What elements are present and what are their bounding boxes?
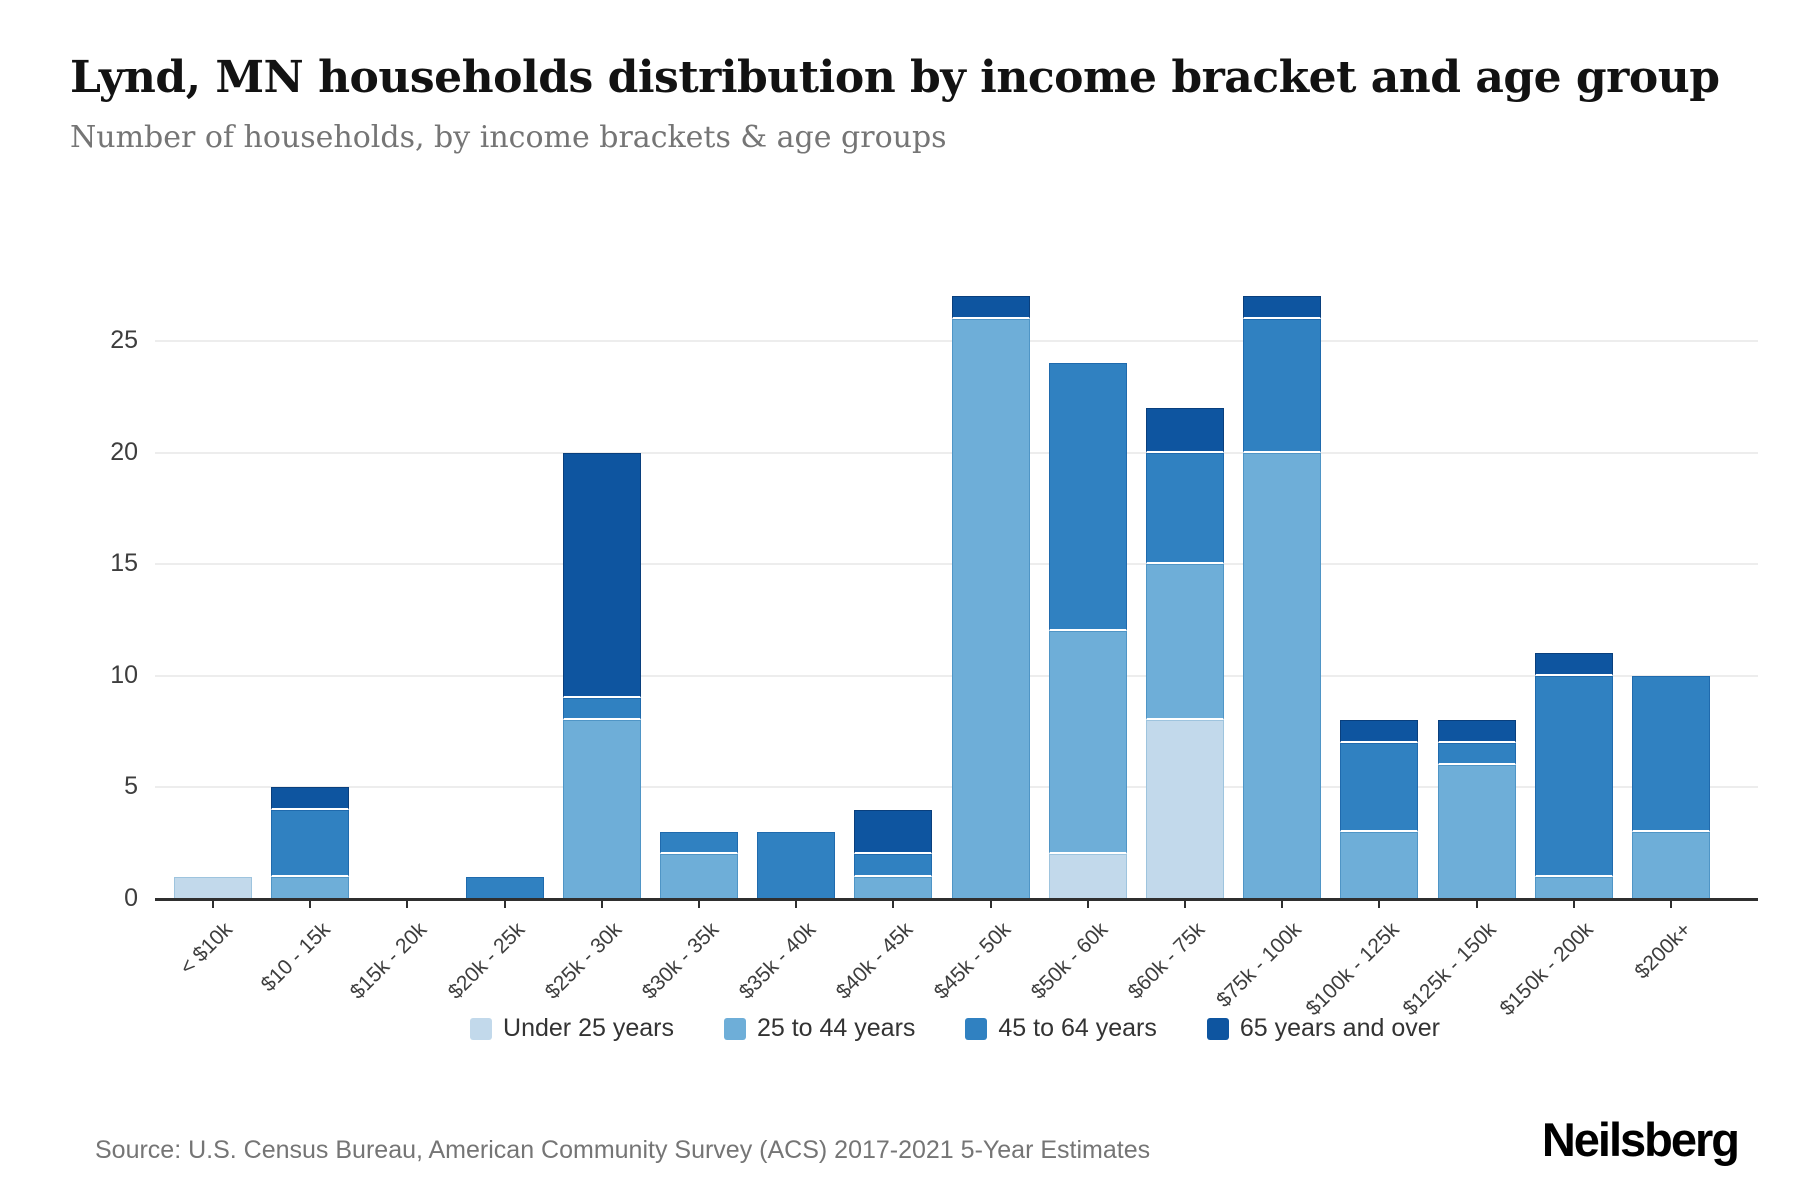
legend-item[interactable]: 65 years and over — [1206, 1014, 1440, 1043]
x-axis-label: $75k - 100k — [1212, 918, 1307, 1012]
bar-segment[interactable] — [1146, 407, 1224, 453]
legend-item[interactable]: 25 to 44 years — [723, 1014, 916, 1043]
x-axis-label: $150k - 200k — [1495, 918, 1599, 1021]
bar-segment[interactable] — [562, 698, 641, 721]
bar-segment[interactable] — [951, 318, 1030, 899]
bar-segment[interactable] — [1146, 720, 1224, 899]
bar-segment[interactable] — [1534, 653, 1613, 676]
bar-segment[interactable] — [854, 809, 933, 855]
bar-segment[interactable] — [1048, 631, 1127, 855]
bar-segment[interactable] — [1048, 854, 1127, 899]
bar-segment[interactable] — [465, 876, 544, 899]
x-axis-label: $125k - 150k — [1398, 918, 1501, 1021]
bar-segment[interactable] — [271, 876, 350, 899]
x-axis-tick — [1572, 900, 1575, 908]
y-axis-label: 20 — [110, 437, 138, 466]
x-axis-label: $25k - 30k — [540, 918, 627, 1004]
bar-segment[interactable] — [1048, 363, 1127, 632]
legend-swatch-icon — [1206, 1017, 1229, 1040]
legend-label: 65 years and over — [1239, 1014, 1440, 1042]
x-axis-tick — [1670, 900, 1672, 908]
brand-logo: Neilsberg — [1541, 1113, 1740, 1166]
x-axis-label: $30k - 35k — [637, 918, 724, 1004]
x-axis-tick — [795, 900, 798, 908]
source-text: Source: U.S. Census Bureau, American Com… — [95, 1136, 1151, 1164]
bar-segment[interactable] — [1632, 832, 1710, 899]
bar-segment[interactable] — [854, 854, 933, 877]
x-axis-tick — [698, 900, 700, 908]
bar-segment[interactable] — [271, 787, 350, 810]
legend-label: 25 to 44 years — [756, 1014, 916, 1042]
y-axis-label: 10 — [110, 660, 138, 689]
legend-swatch-icon — [965, 1017, 988, 1040]
legend-item[interactable]: 45 to 64 years — [965, 1014, 1157, 1043]
bar-segment[interactable] — [1243, 296, 1322, 319]
bar-segment[interactable] — [562, 452, 641, 699]
legend: Under 25 years 25 to 44 years 45 to 64 yea… — [155, 1014, 1755, 1043]
x-axis-label: $45k - 50k — [929, 918, 1015, 1004]
chart-subtitle: Number of households, by income brackets… — [70, 120, 947, 155]
legend-swatch-icon — [723, 1017, 746, 1040]
bar-segment[interactable] — [660, 854, 738, 899]
x-axis-tick — [1281, 900, 1284, 908]
bar-segment[interactable] — [757, 832, 836, 899]
y-axis-label: 5 — [124, 772, 138, 801]
bar-segment[interactable] — [854, 876, 933, 899]
bar-segment[interactable] — [1437, 742, 1516, 766]
bar-segment[interactable] — [660, 832, 738, 855]
x-axis-tick — [600, 900, 603, 908]
bar-segment[interactable] — [562, 720, 641, 899]
bar-segment[interactable] — [1437, 720, 1516, 743]
bar-segment[interactable] — [1437, 765, 1516, 899]
x-axis-label: $200k+ — [1629, 918, 1696, 984]
legend-item[interactable]: Under 25 years — [470, 1014, 674, 1043]
bar-segment[interactable] — [1243, 318, 1322, 453]
x-axis-tick — [989, 900, 992, 908]
bar-segment[interactable] — [1146, 452, 1224, 565]
bar-segment[interactable] — [1340, 742, 1419, 833]
x-axis-label: $50k - 60k — [1026, 918, 1113, 1004]
x-axis-tick — [406, 900, 409, 908]
bar-segment[interactable] — [1146, 564, 1224, 721]
bar-segment[interactable] — [271, 809, 350, 877]
y-axis-label: 25 — [110, 326, 138, 354]
bar-segment[interactable] — [174, 876, 252, 899]
x-axis-label: $20k - 25k — [443, 918, 529, 1004]
x-axis-label: < $10k — [175, 918, 238, 980]
x-axis-label: $15k - 20k — [346, 918, 432, 1004]
legend-label: Under 25 years — [503, 1014, 674, 1042]
x-axis-line — [155, 898, 1758, 901]
x-axis-label: $40k - 45k — [832, 918, 918, 1004]
x-axis-label: $60k - 75k — [1123, 918, 1210, 1004]
x-axis-tick — [1378, 900, 1381, 908]
bar-segment[interactable] — [1534, 876, 1613, 899]
y-axis-label: 0 — [124, 884, 138, 912]
bar-segment[interactable] — [1340, 832, 1419, 899]
x-axis-tick — [892, 900, 895, 908]
x-axis-tick — [503, 900, 506, 908]
bar-segment[interactable] — [1243, 452, 1322, 899]
x-axis-label: $100k - 125k — [1301, 918, 1404, 1021]
x-axis-tick — [1184, 900, 1186, 908]
bar-segment[interactable] — [1632, 675, 1710, 833]
x-axis-tick — [1086, 900, 1089, 908]
x-axis-label: $10 - 15k — [256, 918, 335, 997]
bar-segment[interactable] — [1534, 675, 1613, 877]
x-axis-label: $35k - 40k — [734, 918, 821, 1004]
chart-title: Lynd, MN households distribution by inco… — [70, 52, 1720, 103]
legend-swatch-icon — [470, 1017, 493, 1040]
x-axis-tick — [309, 900, 312, 908]
bar-segment[interactable] — [951, 296, 1030, 319]
x-axis-tick — [1475, 900, 1478, 908]
y-axis-label: 15 — [110, 549, 138, 578]
bar-segment[interactable] — [1340, 720, 1419, 743]
x-axis-tick — [212, 900, 214, 908]
legend-label: 45 to 64 years — [998, 1014, 1157, 1042]
